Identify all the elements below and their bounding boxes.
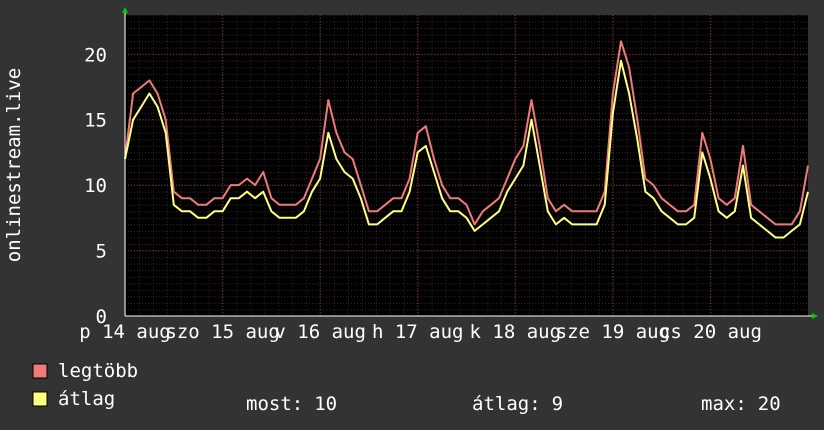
series-line [124,40,809,226]
x-tick-label: p 14 aug [79,321,171,343]
lines [124,40,809,239]
stat-value: 20 [758,393,781,415]
y-tick-label: 15 [84,110,107,132]
stat: max: 20 [701,393,781,415]
legend-label: legtöbb [58,360,138,382]
legend-swatch [32,391,48,407]
x-tick-label: k 18 aug [470,321,562,343]
stat: most: 10 [246,393,337,415]
y-arrow [122,7,128,13]
y-tick-label: 20 [84,44,107,66]
legend-label: átlag [58,388,115,410]
stat-value: 9 [552,393,563,415]
y-tick-label: 10 [84,175,107,197]
x-arrow [812,313,818,319]
stat-label: most: [246,393,303,415]
x-tick-label: v 16 aug [274,321,366,343]
x-tick-label: cs 20 aug [659,321,762,343]
legend: legtöbb átlag most: 10 átlag: 9 max: 20 [32,360,781,415]
x-tick-label: sze 19 aug [556,321,670,343]
stat-value: 10 [314,393,337,415]
stat: átlag: 9 [472,393,563,415]
x-tick-label: h 17 aug [372,321,464,343]
minor-grid [125,15,808,316]
legend-swatch [32,363,48,379]
x-tick-label: szo 15 aug [165,321,279,343]
series-line [124,59,809,239]
stat-label: átlag: [472,393,541,415]
y-tick-label: 0 [96,306,107,328]
stat-label: max: [701,393,747,415]
y-tick-label: 5 [96,241,107,263]
y-axis-label: onlinestream.live [3,68,25,262]
